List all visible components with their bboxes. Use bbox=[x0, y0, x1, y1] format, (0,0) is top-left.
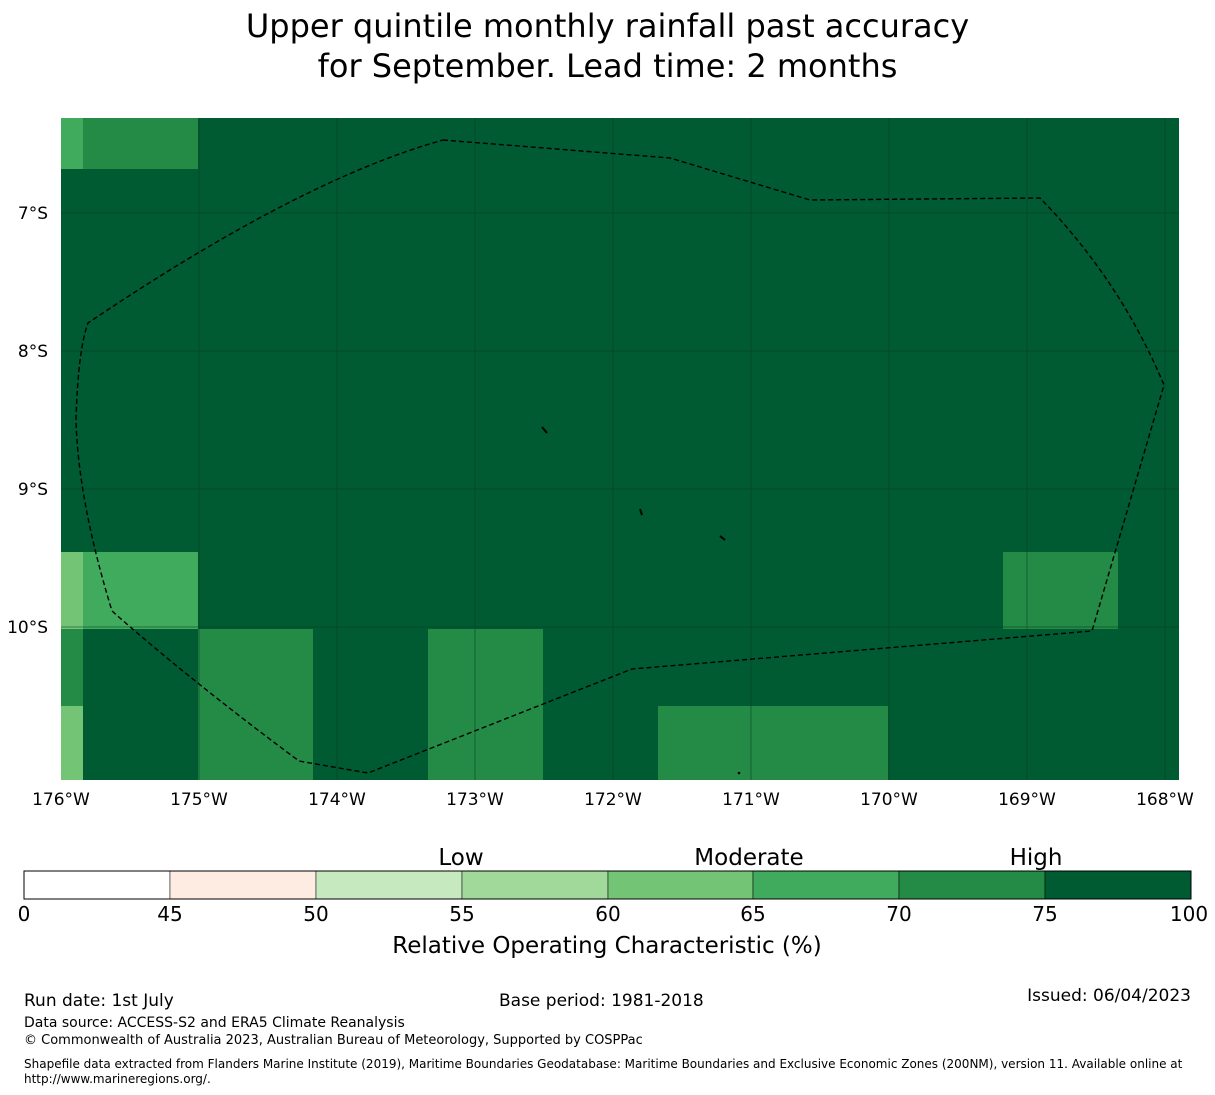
lon-tick-label: 173°W bbox=[446, 790, 504, 810]
heatmap-cell bbox=[61, 629, 83, 706]
lat-tick-label: 9°S bbox=[18, 480, 48, 500]
lon-tick-label: 176°W bbox=[32, 790, 90, 810]
map-title-line-1: Upper quintile monthly rainfall past acc… bbox=[245, 7, 970, 45]
lon-tick-label: 175°W bbox=[170, 790, 228, 810]
colorbar-category-low: Low bbox=[438, 845, 483, 871]
issued-date: Issued: 06/04/2023 bbox=[1027, 986, 1191, 1006]
heatmap-cell bbox=[61, 118, 83, 169]
heatmap-cell bbox=[61, 706, 83, 780]
colorbar-tick-label: 60 bbox=[595, 902, 620, 926]
colorbar-segment bbox=[315, 870, 463, 900]
colorbar-segment bbox=[898, 870, 1046, 900]
lon-tick-label: 171°W bbox=[722, 790, 780, 810]
colorbar-frame bbox=[23, 870, 1192, 900]
base-period: Base period: 1981-2018 bbox=[499, 991, 704, 1011]
colorbar-tick-label: 100 bbox=[1170, 902, 1208, 926]
run-date: Run date: 1st July bbox=[24, 991, 174, 1011]
colorbar-segment bbox=[169, 870, 317, 900]
colorbar-segment bbox=[461, 870, 609, 900]
lon-tick-label: 172°W bbox=[584, 790, 642, 810]
heatmap-cell bbox=[658, 706, 888, 780]
colorbar-segment bbox=[607, 870, 754, 900]
lat-tick-label: 7°S bbox=[18, 204, 48, 224]
island-marker bbox=[639, 508, 643, 516]
map-panel bbox=[61, 118, 1179, 780]
heatmap-cell bbox=[61, 552, 83, 629]
colorbar-category-moderate: Moderate bbox=[694, 845, 803, 871]
heatmap-cell bbox=[83, 552, 198, 629]
island-marker bbox=[719, 535, 726, 541]
colorbar-segment bbox=[752, 870, 900, 900]
lat-tick-label: 8°S bbox=[18, 342, 48, 362]
island-marker bbox=[737, 771, 741, 775]
map-title-line-2: for September. Lead time: 2 months bbox=[317, 47, 898, 85]
heatmap-cell bbox=[428, 629, 543, 780]
colorbar-tick-label: 65 bbox=[740, 902, 765, 926]
shapefile-credit: Shapefile data extracted from Flanders M… bbox=[24, 1057, 1183, 1086]
map-gridlines bbox=[61, 118, 1179, 780]
colorbar-tick-label: 0 bbox=[18, 902, 31, 926]
copyright: © Commonwealth of Australia 2023, Austra… bbox=[24, 1033, 643, 1048]
colorbar-tick-label: 55 bbox=[449, 902, 474, 926]
colorbar-category-high: High bbox=[1010, 845, 1063, 871]
colorbar-segment bbox=[23, 870, 171, 900]
colorbar-tick-label: 45 bbox=[157, 902, 182, 926]
colorbar-axis-label: Relative Operating Characteristic (%) bbox=[392, 933, 821, 959]
colorbar-tick-label: 70 bbox=[886, 902, 911, 926]
heatmap-cell bbox=[198, 629, 313, 780]
lon-tick-label: 168°W bbox=[1136, 790, 1194, 810]
lon-tick-label: 169°W bbox=[998, 790, 1056, 810]
data-source: Data source: ACCESS-S2 and ERA5 Climate … bbox=[24, 1015, 405, 1031]
lon-tick-label: 170°W bbox=[860, 790, 918, 810]
eez-boundary-line bbox=[75, 139, 1165, 774]
colorbar-tick-label: 75 bbox=[1032, 902, 1057, 926]
lon-tick-label: 174°W bbox=[308, 790, 366, 810]
colorbar bbox=[23, 870, 1192, 900]
island-marker bbox=[541, 426, 548, 434]
colorbar-tick-label: 50 bbox=[303, 902, 328, 926]
heatmap-cell bbox=[1003, 552, 1118, 629]
heatmap-cell bbox=[83, 118, 198, 169]
lat-tick-label: 10°S bbox=[7, 618, 48, 638]
colorbar-segment bbox=[1044, 870, 1192, 900]
